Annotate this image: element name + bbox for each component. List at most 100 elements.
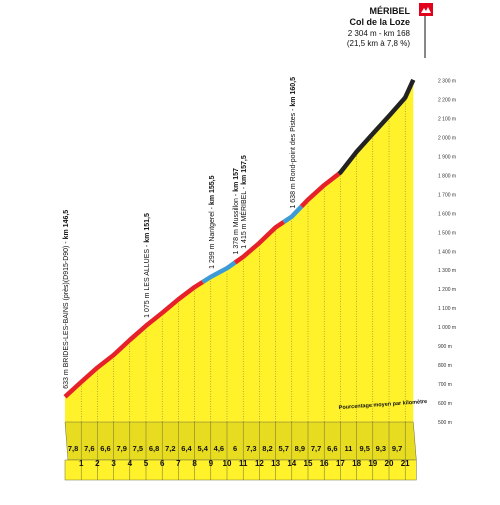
km-tick-label: 15 [304,459,313,468]
gradient-label: 7,7 [311,444,321,453]
summit-name: Col de la Loze [349,17,410,27]
gradient-label: 11 [345,444,353,453]
gradient-label: 8,2 [262,444,272,453]
gradient-label: 5,7 [278,444,288,453]
km-tick-label: 7 [176,459,181,468]
gradient-label: 6,6 [327,444,337,453]
profile-segment-road [299,172,341,208]
waypoint-label-km: km 160,5 [290,77,297,107]
km-tick-label: 4 [128,459,133,468]
gradient-label: 7,5 [133,444,143,453]
altitude-tick-label: 800 m [438,363,452,369]
altitude-tick-label: 1 700 m [438,192,456,198]
km-tick-label: 20 [385,459,394,468]
summit-group: MÉRIBEL Col de la Loze 2 304 m - km 168 … [347,3,433,58]
gradient-label: 6 [233,444,237,453]
altitude-tick-label: 700 m [438,382,452,388]
waypoint-label: 633 m BRIDES-LES-BAINS (près)(D915-D90) … [63,210,70,389]
gradient-label: 6,4 [181,444,192,453]
altitude-tick-label: 1 100 m [438,306,456,312]
gradient-label: 9,3 [376,444,386,453]
gradient-label: 9,7 [392,444,402,453]
profile-area [65,79,414,423]
km-tick-label: 8 [192,459,197,468]
km-tick-label: 16 [320,459,329,468]
base-band-group: 1 2 3 4 5 6 7 8 9 10 11 12 13 14 15 16 17 18 19 20 21 [64,421,417,481]
summit-info: 2 304 m - km 168 [348,29,411,38]
km-tick-label: 19 [368,459,377,468]
km-tick-label: 13 [271,459,280,468]
waypoint-label: 1 075 m LES ALLUES - km 151,5 [144,213,151,318]
summit-flag-icon [419,3,433,16]
base-band [64,459,417,481]
gradient-label: 7,2 [165,444,175,453]
km-tick-label: 3 [111,459,116,468]
altitude-tick-label: 1 300 m [438,268,456,274]
gradient-label: 6,8 [149,444,159,453]
y-axis: 500 m 600 m 700 m 800 m 900 m 1 000 m 1 100 m 1… [438,79,456,426]
gradient-label: 9,5 [359,444,369,453]
waypoint-label-km: km 157 [233,168,240,192]
waypoint-label-text: 1 415 m MÉRIBEL - [239,185,248,249]
base-band-top [64,421,417,461]
profile-segment-cycle-track [337,78,416,176]
altitude-tick-label: 1 200 m [438,287,456,293]
altitude-tick-label: 2 000 m [438,135,456,141]
km-tick-label: 17 [336,459,345,468]
gradient-label: 7,9 [116,444,126,453]
gradient-label: 6,6 [100,444,110,453]
gradient-label: 7,8 [68,444,78,453]
waypoint-labels: 633 m BRIDES-LES-BAINS (près)(D915-D90) … [63,77,297,389]
waypoint-label-text: 633 m BRIDES-LES-BAINS (près)(D915-D90) … [63,239,70,388]
profile-segment-road [233,220,285,265]
altitude-tick-label: 1 900 m [438,154,456,160]
waypoint-label: 1 378 m Mussillon - km 157 [233,168,240,254]
km-tick-label: 6 [160,459,165,468]
waypoint-label: 1 415 m MÉRIBEL - km 157,5 [239,155,248,249]
km-tick-label: 2 [95,459,100,468]
altitude-tick-label: 600 m [438,401,452,407]
profile-area-group [65,79,414,423]
km-tick-label: 21 [401,459,410,468]
altitude-tick-label: 1 800 m [438,173,456,179]
km-gridlines [80,101,406,422]
waypoint-label-text: 1 299 m Nantgerel - [209,205,216,269]
altitude-tick-label: 1 000 m [438,325,456,331]
summit-name-top: MÉRIBEL [370,6,411,16]
altitude-tick-label: 1 400 m [438,249,456,255]
km-tick-label: 9 [209,459,214,468]
waypoint-label-km: km 157,5 [241,155,248,185]
altitude-tick-label: 2 100 m [438,116,456,122]
km-tick-label: 10 [223,459,232,468]
gradient-label: 5,4 [197,444,208,453]
profile-segment-flat-section [282,204,304,224]
waypoint-label-text: 1 638 m Rond-point des Pistes - [290,107,297,209]
km-tick-label: 18 [352,459,361,468]
waypoint-label: 1 638 m Rond-point des Pistes - km 160,5 [290,77,297,209]
waypoint-label-km: km 155,5 [209,175,216,205]
waypoint-label-text: 1 378 m Mussillon - [233,192,240,255]
gradient-labels: 7,8 7,6 6,6 7,9 7,5 6,8 7,2 6,4 5,4 4,6 6 7,3 8,2 5,7… [68,444,402,453]
profile-segment-flat-section [201,260,237,284]
km-tick-label: 5 [144,459,149,468]
km-tick-label: 11 [239,459,248,468]
waypoint-label: 1 299 m Nantgerel - km 155,5 [209,175,216,268]
waypoint-label-km: km 151,5 [144,213,151,243]
altitude-tick-label: 1 500 m [438,230,456,236]
km-tick-label: 12 [255,459,264,468]
altitude-tick-label: 2 300 m [438,79,456,85]
altitude-tick-label: 2 200 m [438,98,456,104]
gradient-label: 4,6 [214,444,224,453]
gradient-label: 8,9 [295,444,305,453]
summit-stats: (21,5 km à 7,8 %) [347,39,410,48]
profile-line-group [63,78,416,399]
gradient-label: 7,3 [246,444,256,453]
altitude-tick-label: 900 m [438,344,452,350]
waypoint-label-km: km 146,5 [63,210,70,240]
altitude-tick-label: 1 600 m [438,211,456,217]
km-tick-label: 1 [79,459,84,468]
gradient-label: 7,6 [84,444,94,453]
altitude-tick-label: 500 m [438,420,452,426]
